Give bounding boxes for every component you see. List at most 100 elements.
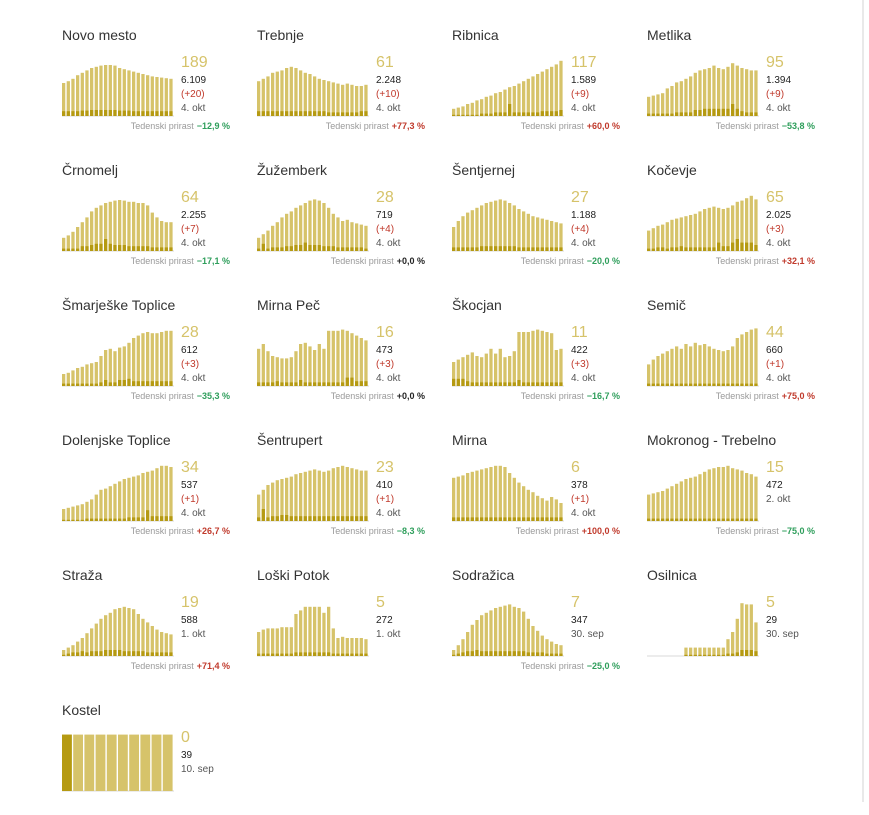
new-cases-bar xyxy=(146,111,150,116)
active-cases-bar xyxy=(90,363,94,386)
municipality-card: Loški Potok 5 272 1. okt xyxy=(250,560,420,680)
active-cases-bar xyxy=(364,340,368,386)
new-cases-bar xyxy=(127,517,131,521)
active-cases-bar xyxy=(517,332,521,386)
active-cases-bar xyxy=(717,350,721,386)
active-cases-bar xyxy=(160,221,164,251)
active-cases-bar xyxy=(266,351,270,386)
new-cases-bar xyxy=(522,651,526,656)
active-cases-bar xyxy=(717,647,721,656)
active-cases-bar xyxy=(313,199,317,251)
new-cases-bar xyxy=(257,382,261,386)
new-cases-bar xyxy=(698,247,702,251)
weekly-growth-percent: −75,0 % xyxy=(781,526,815,536)
active-cases-bar xyxy=(503,605,507,656)
new-cases-bar xyxy=(480,517,484,521)
active-cases-bar xyxy=(261,489,265,521)
new-cases-bar xyxy=(712,654,716,656)
active-cases-bar xyxy=(146,75,150,116)
new-cases-bar xyxy=(559,110,563,116)
active-cases-bar xyxy=(257,348,261,386)
active-cases-value: 117 xyxy=(571,54,597,71)
new-cases-bar xyxy=(726,653,730,656)
active-cases-bar xyxy=(656,94,660,116)
new-cases-bar xyxy=(336,516,340,521)
new-cases-bar xyxy=(684,654,688,656)
active-cases-bar xyxy=(461,639,465,656)
active-cases-bar xyxy=(104,488,108,521)
active-cases-bar xyxy=(670,86,674,116)
active-cases-bar xyxy=(545,639,549,656)
active-cases-bar xyxy=(294,351,298,386)
active-cases-bar xyxy=(127,477,131,521)
active-cases-bar xyxy=(647,364,651,386)
active-cases-bar xyxy=(656,492,660,521)
new-cases-bar xyxy=(364,653,368,656)
active-cases-bar xyxy=(80,366,84,386)
active-cases-bar xyxy=(721,209,725,251)
active-cases-bar xyxy=(550,641,554,656)
active-cases-bar xyxy=(71,645,75,656)
new-cases-bar xyxy=(522,247,526,251)
active-cases-bar xyxy=(308,606,312,656)
active-cases-bar xyxy=(689,477,693,521)
active-cases-bar xyxy=(745,198,749,251)
active-cases-bar xyxy=(517,209,521,251)
new-cases-bar xyxy=(331,516,335,521)
new-cases-bar xyxy=(132,381,136,386)
daily-delta-value: (+9) xyxy=(571,89,590,100)
active-cases-bar xyxy=(280,627,284,656)
active-cases-bar xyxy=(717,68,721,116)
new-cases-bar xyxy=(160,516,164,521)
total-cases-value: 29 xyxy=(766,615,778,626)
active-cases-bar xyxy=(494,200,498,251)
new-cases-bar xyxy=(308,245,312,251)
new-cases-bar xyxy=(703,108,707,116)
new-cases-bar xyxy=(726,246,730,251)
new-cases-bar xyxy=(155,652,159,656)
new-cases-bar xyxy=(136,651,140,656)
new-cases-bar xyxy=(470,382,474,386)
active-cases-bar xyxy=(155,217,159,251)
active-cases-bar xyxy=(707,469,711,521)
new-cases-bar xyxy=(62,734,72,791)
municipality-name: Trebnje xyxy=(257,27,304,43)
weekly-growth: Tedenski prirast +71,4 % xyxy=(131,661,230,671)
municipality-card: Žužemberk 28 719 (+4) 4. okt Tedenski prirast… xyxy=(250,155,425,275)
new-cases-bar xyxy=(661,383,665,386)
new-cases-bar xyxy=(364,248,368,251)
new-cases-bar xyxy=(526,112,530,116)
active-cases-bar xyxy=(735,469,739,521)
active-cases-bar xyxy=(480,357,484,386)
new-cases-bar xyxy=(271,111,275,116)
new-cases-bar xyxy=(308,516,312,521)
last-update-date: 4. okt xyxy=(766,373,791,384)
active-cases-bar xyxy=(665,488,669,521)
new-cases-bar xyxy=(707,518,711,521)
active-cases-bar xyxy=(164,330,168,386)
new-cases-bar xyxy=(661,247,665,251)
sparkline-chart xyxy=(257,66,369,117)
new-cases-bar xyxy=(484,651,488,656)
active-cases-bar xyxy=(317,78,321,116)
weekly-growth: Tedenski prirast −25,0 % xyxy=(521,661,620,671)
active-cases-bar xyxy=(94,494,98,521)
new-cases-bar xyxy=(62,519,66,521)
active-cases-bar xyxy=(559,348,563,386)
active-cases-bar xyxy=(661,353,665,386)
new-cases-bar xyxy=(66,383,70,386)
active-cases-bar xyxy=(99,356,103,386)
new-cases-bar xyxy=(127,378,131,386)
active-cases-bar xyxy=(331,213,335,251)
active-cases-bar xyxy=(350,84,354,116)
active-cases-bar xyxy=(136,203,140,251)
active-cases-bar xyxy=(308,200,312,251)
active-cases-bar xyxy=(689,215,693,251)
active-cases-bar xyxy=(257,237,261,251)
new-cases-bar xyxy=(322,516,326,521)
active-cases-value: 189 xyxy=(181,54,208,71)
weekly-growth-percent: +26,7 % xyxy=(196,526,230,536)
active-cases-bar xyxy=(689,76,693,116)
new-cases-bar xyxy=(257,248,261,251)
sparkline-chart xyxy=(62,465,174,522)
